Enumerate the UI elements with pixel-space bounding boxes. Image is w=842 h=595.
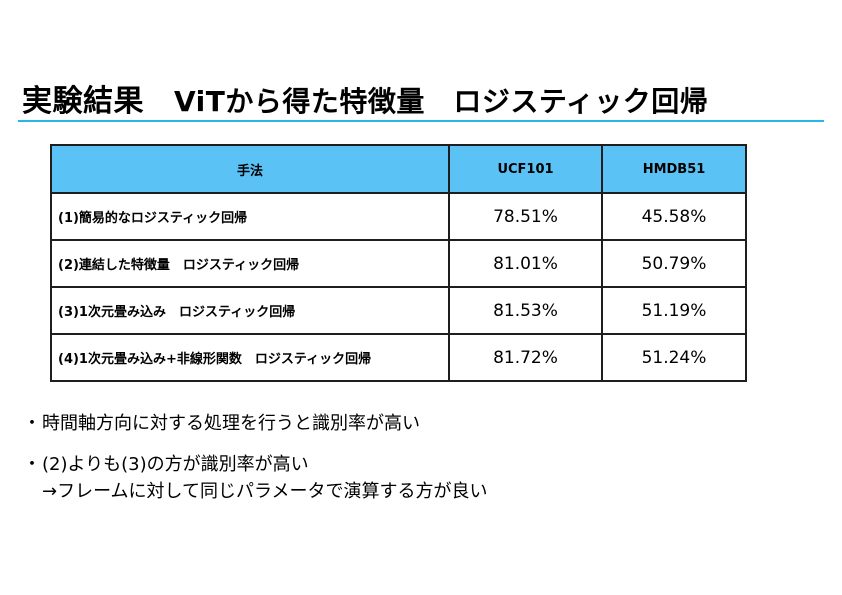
hmdb51-cell: 45.58% bbox=[601, 192, 747, 241]
title-main: 実験結果 bbox=[22, 84, 144, 119]
bullet-item: ・時間軸方向に対する処理を行うと識別率が高い bbox=[22, 410, 487, 437]
method-cell: (1)簡易的なロジスティック回帰 bbox=[50, 192, 450, 241]
table-header-row: 手法 UCF101 HMDB51 bbox=[50, 144, 747, 194]
slide-title: 実験結果 ViTから得た特徴量 ロジスティック回帰 bbox=[22, 76, 708, 120]
bullet-marker: ・ bbox=[23, 454, 41, 475]
ucf101-cell: 78.51% bbox=[448, 192, 603, 241]
method-cell: (2)連結した特徴量 ロジスティック回帰 bbox=[50, 239, 450, 288]
title-underline bbox=[18, 120, 824, 122]
bullet-text: (2)よりも(3)の方が識別率が高い bbox=[42, 454, 309, 475]
method-cell: (4)1次元畳み込み+非線形関数 ロジスティック回帰 bbox=[50, 333, 450, 382]
table-row: (2)連結した特徴量 ロジスティック回帰 81.01% 50.79% bbox=[50, 239, 747, 288]
table-row: (1)簡易的なロジスティック回帰 78.51% 45.58% bbox=[50, 192, 747, 241]
ucf101-cell: 81.53% bbox=[448, 286, 603, 335]
header-ucf101: UCF101 bbox=[448, 144, 603, 194]
header-hmdb51: HMDB51 bbox=[601, 144, 747, 194]
bullet-list: ・時間軸方向に対する処理を行うと識別率が高い ・(2)よりも(3)の方が識別率が… bbox=[22, 410, 487, 505]
table-row: (3)1次元畳み込み ロジスティック回帰 81.53% 51.19% bbox=[50, 286, 747, 335]
title-subtitle: ViTから得た特徴量 ロジスティック回帰 bbox=[174, 85, 709, 118]
results-table: 手法 UCF101 HMDB51 (1)簡易的なロジスティック回帰 78.51%… bbox=[50, 144, 747, 382]
header-method: 手法 bbox=[50, 144, 450, 194]
hmdb51-cell: 51.24% bbox=[601, 333, 747, 382]
table-row: (4)1次元畳み込み+非線形関数 ロジスティック回帰 81.72% 51.24% bbox=[50, 333, 747, 382]
bullet-continuation: →フレームに対して同じパラメータで演算する方が良い bbox=[22, 478, 487, 505]
ucf101-cell: 81.01% bbox=[448, 239, 603, 288]
bullet-marker: ・ bbox=[23, 413, 41, 434]
method-cell: (3)1次元畳み込み ロジスティック回帰 bbox=[50, 286, 450, 335]
bullet-item: ・(2)よりも(3)の方が識別率が高い bbox=[22, 451, 487, 478]
bullet-text: →フレームに対して同じパラメータで演算する方が良い bbox=[42, 481, 488, 502]
bullet-text: 時間軸方向に対する処理を行うと識別率が高い bbox=[42, 413, 420, 434]
hmdb51-cell: 50.79% bbox=[601, 239, 747, 288]
ucf101-cell: 81.72% bbox=[448, 333, 603, 382]
hmdb51-cell: 51.19% bbox=[601, 286, 747, 335]
